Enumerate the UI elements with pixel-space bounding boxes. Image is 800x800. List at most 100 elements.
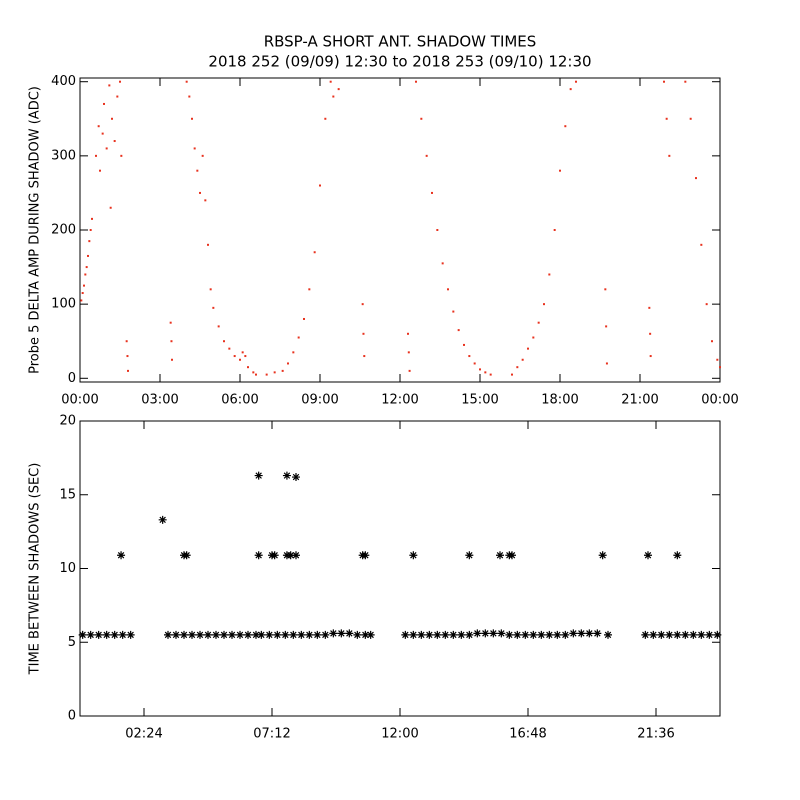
point: [324, 117, 327, 120]
point: [233, 355, 236, 358]
point: [457, 630, 466, 639]
point: [468, 355, 471, 358]
point: [561, 630, 570, 639]
x-tick-label: 15:00: [461, 393, 498, 408]
point: [705, 303, 708, 306]
point: [188, 95, 191, 98]
point: [254, 471, 263, 480]
point: [292, 473, 300, 482]
point: [361, 303, 364, 306]
point: [289, 630, 298, 639]
point: [508, 551, 516, 560]
point: [292, 351, 295, 354]
point: [201, 154, 204, 157]
point: [436, 229, 439, 231]
point: [207, 243, 209, 246]
point: [719, 366, 721, 369]
y-tick-label: 10: [59, 561, 76, 576]
point: [665, 117, 668, 120]
point: [193, 147, 196, 150]
point: [171, 358, 173, 361]
y-axis-label: Probe 5 DELTA AMP DURING SHADOW (ADC): [28, 86, 43, 374]
plot-frame: [79, 420, 721, 717]
point: [191, 117, 193, 120]
point: [559, 169, 561, 172]
point: [649, 630, 658, 639]
point: [417, 630, 426, 639]
point: [697, 630, 706, 639]
point: [180, 630, 188, 639]
x-tick-label: 12:00: [381, 393, 418, 408]
point: [209, 288, 212, 291]
point: [220, 630, 228, 639]
point: [97, 125, 100, 128]
point: [83, 284, 85, 287]
point: [713, 630, 722, 639]
point: [425, 630, 434, 639]
point: [120, 154, 123, 157]
point: [673, 551, 682, 560]
y-tick-label: 5: [68, 635, 76, 650]
point: [188, 630, 196, 639]
point: [681, 630, 690, 639]
point: [425, 154, 428, 157]
point: [649, 332, 652, 335]
point: [649, 355, 652, 358]
point: [481, 629, 490, 638]
point: [127, 369, 129, 372]
point: [117, 551, 126, 560]
point: [113, 140, 116, 143]
point: [86, 630, 95, 639]
point: [110, 630, 119, 639]
point: [101, 132, 104, 135]
y-axis-label: TIME BETWEEN SHADOWS (SEC): [28, 463, 43, 676]
point: [545, 630, 554, 639]
point: [119, 80, 121, 83]
point: [241, 351, 244, 354]
point: [465, 551, 474, 560]
point: [223, 340, 225, 343]
point: [88, 240, 91, 243]
point: [329, 80, 332, 83]
point: [85, 266, 88, 269]
point: [516, 366, 519, 369]
x-tick-label: 16:48: [509, 727, 546, 742]
point: [361, 630, 370, 639]
point: [89, 229, 92, 231]
point: [716, 358, 719, 361]
point: [270, 551, 279, 560]
point: [585, 629, 594, 638]
point: [228, 347, 231, 350]
point: [473, 362, 476, 365]
point: [479, 368, 481, 371]
point: [125, 340, 128, 343]
point: [273, 371, 276, 374]
point: [537, 321, 540, 324]
point: [99, 169, 101, 172]
plot-frame: [79, 77, 721, 383]
point: [170, 340, 173, 343]
point: [689, 630, 698, 639]
point: [532, 336, 535, 339]
point: [605, 362, 608, 365]
x-tick-label: 21:00: [621, 393, 658, 408]
x-tick-label: 12:00: [381, 727, 418, 742]
point: [313, 630, 322, 639]
point: [452, 310, 455, 313]
point: [407, 351, 410, 354]
point: [105, 147, 108, 150]
point: [337, 629, 346, 638]
point: [172, 630, 180, 639]
point: [254, 551, 263, 560]
point: [297, 630, 306, 639]
point: [109, 206, 112, 209]
point: [505, 630, 514, 639]
point: [345, 629, 354, 638]
point: [577, 629, 586, 638]
point: [489, 629, 498, 638]
point: [497, 629, 506, 638]
point: [94, 630, 103, 639]
chart-title: RBSP-A SHORT ANT. SHADOW TIMES: [264, 33, 537, 51]
x-tick-label: 21:36: [637, 727, 674, 742]
point: [521, 630, 530, 639]
